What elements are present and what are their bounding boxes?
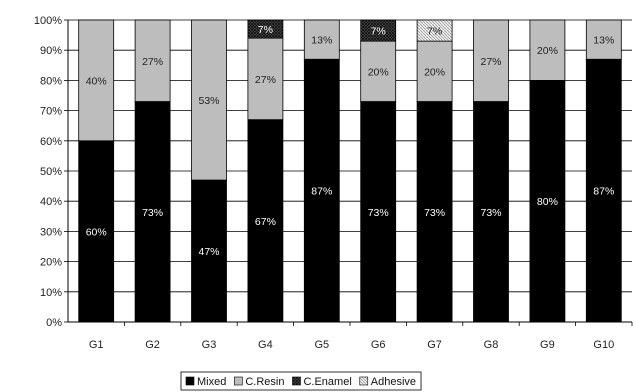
y-tick-label: 10%: [40, 287, 62, 299]
data-label: 7%: [371, 26, 386, 38]
x-tick-label: G4: [258, 339, 273, 351]
x-tick-label: G7: [427, 339, 442, 351]
legend-label-adhesive: Adhesive: [371, 376, 416, 388]
y-tick-label: 70%: [40, 106, 62, 118]
data-label: 27%: [142, 56, 163, 68]
y-tick-label: 80%: [40, 75, 62, 87]
legend-swatch-mixed: [185, 376, 195, 386]
x-tick-label: G6: [371, 339, 386, 351]
legend-box: [180, 371, 422, 391]
bar-c-resin-g9: [529, 19, 566, 81]
bar-c-resin-g10: [585, 19, 622, 60]
data-labels: 60% 40% 73% 27% 47% 53% 67% 27% 7% 87% 13% 73% 20% 7%…: [86, 24, 615, 258]
data-label: 87%: [593, 186, 614, 198]
bar-c-resin-g7: [416, 40, 453, 102]
data-label: 7%: [427, 26, 442, 38]
data-label: 73%: [424, 207, 445, 219]
data-label: 73%: [480, 207, 501, 219]
data-label: 7%: [258, 24, 273, 36]
y-tick-label: 30%: [40, 226, 62, 238]
x-tick-label: G5: [314, 339, 329, 351]
data-label: 60%: [86, 226, 107, 238]
legend-label-c-enamel: C.Enamel: [303, 376, 351, 388]
bar-mixed-g3: [191, 179, 227, 323]
bar-c-enamel-g6: [360, 19, 397, 42]
bar-c-enamel-g4: [247, 19, 284, 39]
x-tick-label: G9: [540, 339, 555, 351]
y-tick-label: 40%: [40, 196, 62, 208]
y-tick-label: 90%: [40, 45, 62, 57]
data-label: 40%: [86, 75, 107, 87]
data-label: 20%: [424, 66, 445, 78]
bar-c-resin-g2: [134, 19, 171, 102]
bar-mixed-g7: [416, 101, 453, 323]
legend: Mixed C.Resin C.Enamel Adhesive: [180, 371, 422, 391]
bar-mixed-g10: [585, 58, 622, 323]
data-label: 67%: [255, 216, 276, 228]
bar-mixed-g9: [529, 80, 566, 323]
x-tick-label: G1: [89, 339, 104, 351]
legend-label-mixed: Mixed: [197, 376, 226, 388]
data-label: 47%: [198, 246, 219, 258]
bar-c-resin-g8: [473, 19, 509, 102]
y-tick-label: 100%: [34, 15, 62, 27]
bar-c-resin-g4: [247, 37, 284, 121]
bar-c-resin-g6: [360, 40, 397, 102]
bar-c-resin-g5: [303, 19, 340, 60]
y-tick-label: 0%: [46, 317, 62, 329]
axes: 0% 10% 20% 30% 40% 50% 60% 70% 80% 90% 100% G1 G2 G3 G…: [34, 15, 633, 351]
legend-swatch-c-enamel: [292, 376, 301, 386]
data-label: 53%: [198, 95, 219, 107]
legend-swatch-adhesive: [359, 376, 369, 386]
bar-mixed-g4: [247, 119, 284, 323]
data-label: 13%: [311, 35, 332, 47]
bar-mixed-g5: [303, 58, 340, 323]
data-label: 73%: [142, 207, 163, 219]
bar-c-resin-g3: [191, 19, 227, 181]
y-tick-label: 60%: [40, 136, 62, 148]
x-tick-label: G10: [593, 339, 614, 351]
x-tick-label: G2: [145, 339, 160, 351]
y-tick-label: 50%: [40, 166, 62, 178]
data-label: 27%: [255, 74, 276, 86]
legend-label-c-resin: C.Resin: [245, 376, 284, 388]
data-label: 73%: [368, 207, 389, 219]
bar-adhesive-g7: [416, 19, 453, 42]
x-tick-label: G8: [484, 339, 499, 351]
x-tick-label: G3: [202, 339, 217, 351]
data-label: 20%: [537, 45, 558, 57]
bar-c-resin-g1: [78, 19, 115, 142]
legend-swatch-c-resin: [234, 376, 243, 386]
data-label: 80%: [537, 196, 558, 208]
y-tick-label: 20%: [40, 257, 62, 269]
data-label: 13%: [593, 35, 614, 47]
data-label: 20%: [368, 66, 389, 78]
data-label: 87%: [311, 186, 332, 198]
data-label: 27%: [480, 56, 501, 68]
